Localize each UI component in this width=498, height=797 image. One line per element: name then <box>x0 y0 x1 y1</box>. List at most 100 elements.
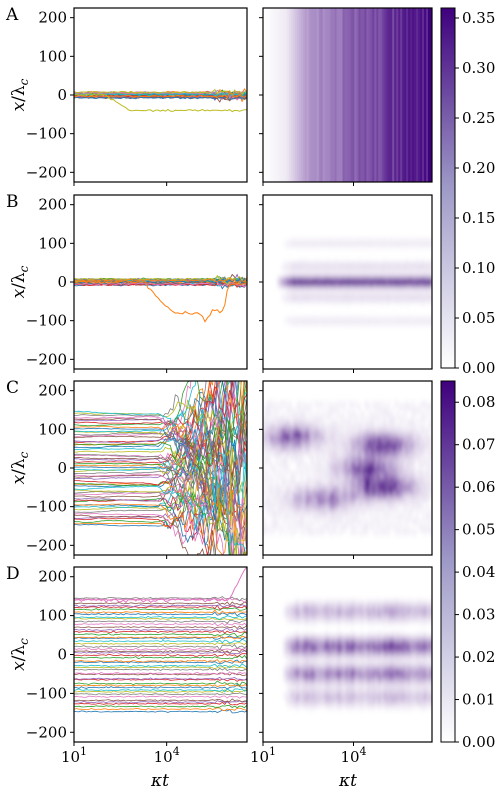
heatmap-cell <box>402 282 405 286</box>
heatmap-cell <box>338 453 342 457</box>
heatmap-cell <box>354 514 358 518</box>
heatmap-cell <box>290 453 294 457</box>
heatmap-cell <box>328 502 332 507</box>
heatmap-cell <box>346 279 350 283</box>
heatmap-cell <box>292 450 296 455</box>
heatmap-cell <box>298 520 302 524</box>
heatmap-cell <box>340 488 344 492</box>
heatmap-cell <box>368 316 371 321</box>
heatmap-cell <box>276 433 280 437</box>
heatmap-cell <box>400 276 403 280</box>
heatmap-cell <box>428 450 431 455</box>
heatmap-cell <box>360 502 364 507</box>
heatmap-cell <box>308 293 312 298</box>
heatmap-cell <box>286 436 290 440</box>
trajectory-line <box>74 444 247 555</box>
heatmap-cell <box>284 430 288 434</box>
heatmap-cell <box>400 465 403 469</box>
heatmap-cell <box>352 412 356 417</box>
heatmap-cell <box>376 439 379 443</box>
heatmap-cell <box>334 319 338 324</box>
heatmap-cell <box>338 470 342 475</box>
heatmap-cell <box>350 424 354 428</box>
heatmap-cell <box>286 523 290 527</box>
heatmap-cell <box>304 267 308 271</box>
heatmap-cell <box>308 436 312 440</box>
heatmap-cell <box>266 418 270 423</box>
heatmap-cell <box>404 427 407 431</box>
heatmap-cell <box>430 465 432 469</box>
heatmap-cell <box>350 290 354 295</box>
heatmap-cell <box>402 284 405 289</box>
heatmap-cell <box>388 511 391 515</box>
heatmap-cell <box>296 415 300 420</box>
heatmap-cell <box>326 296 330 300</box>
heatmap-cell <box>344 491 348 495</box>
heatmap-cell <box>264 470 268 475</box>
heatmap-cell <box>358 531 362 536</box>
heatmap-cell <box>364 465 367 469</box>
heatmap-cell <box>430 241 432 245</box>
heatmap-cell <box>292 421 296 426</box>
heatmap-cell <box>276 526 280 530</box>
heatmap-cell <box>392 505 395 510</box>
heatmap-cell <box>336 433 340 437</box>
heatmap-cell <box>294 241 298 245</box>
heatmap-cell <box>426 514 429 518</box>
heatmap-cell <box>376 241 379 245</box>
heatmap-cell <box>428 473 431 478</box>
heatmap-cell <box>290 520 294 524</box>
heatmap-cell <box>320 465 324 469</box>
heatmap-cell <box>290 270 294 274</box>
heatmap-cell <box>354 479 358 484</box>
heatmap-cell <box>324 407 328 411</box>
heatmap-cell <box>350 319 354 324</box>
heatmap-cell <box>278 276 282 280</box>
heatmap-cell <box>424 526 427 530</box>
heatmap-cell <box>306 424 310 428</box>
heatmap-cell <box>348 401 352 405</box>
heatmap-cell <box>384 282 387 286</box>
heatmap-cell <box>290 296 294 300</box>
heatmap-cell <box>330 450 334 455</box>
heatmap-cell <box>318 505 322 510</box>
heatmap-cell <box>346 476 350 481</box>
heatmap-cell <box>288 514 292 518</box>
heatmap-cell <box>422 410 425 414</box>
heatmap-cell <box>394 261 397 266</box>
heatmap-cell <box>358 424 362 428</box>
heatmap-cell <box>280 470 284 475</box>
heatmap-cell <box>388 494 391 498</box>
heatmap-cell <box>296 244 300 248</box>
heatmap-cell <box>424 485 427 489</box>
heatmap-cell <box>366 447 369 452</box>
heatmap-cell <box>316 284 320 289</box>
heatmap-cell <box>340 279 344 283</box>
heatmap-cell <box>374 407 377 411</box>
heatmap-cell <box>360 453 364 457</box>
heatmap-cell <box>352 514 356 518</box>
heatmap-cell <box>348 407 352 411</box>
heatmap-cell <box>360 479 364 484</box>
heatmap-cell <box>430 497 432 501</box>
heatmap-cell <box>264 424 268 428</box>
heatmap-cell <box>392 282 395 286</box>
heatmap-cell <box>346 290 350 295</box>
heatmap-cell <box>416 290 419 295</box>
heatmap-cell <box>372 531 375 536</box>
heatmap-cell <box>350 264 354 269</box>
heatmap-cell <box>312 287 316 292</box>
heatmap-cell <box>358 319 362 324</box>
heatmap-cell <box>382 508 385 513</box>
heatmap-cell <box>408 322 411 327</box>
heatmap-cell <box>402 415 405 420</box>
heatmap-cell <box>356 270 360 274</box>
heatmap-cell <box>326 282 330 286</box>
heatmap-cell <box>416 284 419 289</box>
heatmap-cell <box>412 264 415 269</box>
heatmap-cell <box>424 436 427 440</box>
heatmap-cell <box>282 499 286 504</box>
heatmap-cell <box>378 267 381 271</box>
heatmap-cell <box>350 284 354 289</box>
heatmap-cell <box>352 284 356 289</box>
